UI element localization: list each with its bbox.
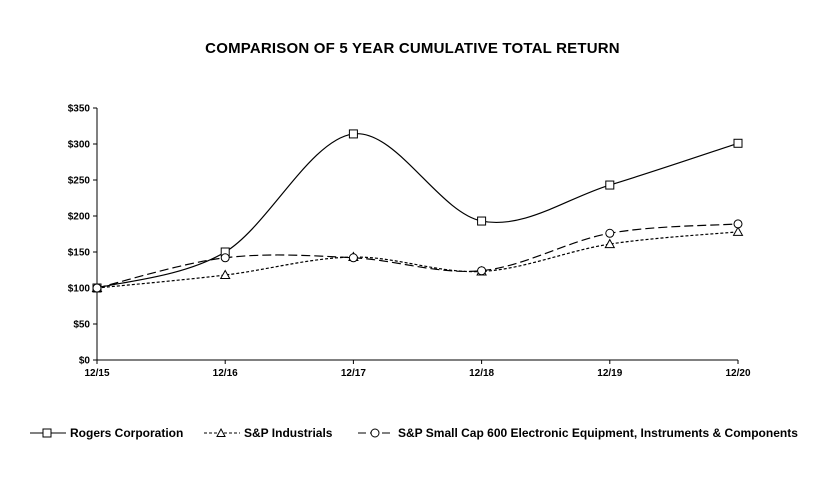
data-point-square	[477, 216, 487, 226]
series-line	[96, 231, 739, 289]
x-axis-ticks: 12/15 12/16 12/17 12/18 12/19 12/20	[84, 360, 751, 379]
legend-label-sp-industrials: S&P Industrials	[244, 426, 333, 440]
data-point-circle	[220, 253, 230, 263]
series-2	[91, 226, 744, 292]
data-point-square	[348, 129, 358, 139]
data-point-square	[733, 138, 743, 148]
data-point-triangle	[732, 226, 744, 236]
line-chart: $0 $50 $100 $150 $200 $250 $300 $350 12/15 12/16…	[68, 104, 751, 380]
series-layer	[91, 129, 744, 293]
series-3	[92, 219, 743, 293]
legend-item-rogers: Rogers Corporation	[30, 424, 183, 442]
data-point-circle	[92, 283, 102, 293]
legend-label-sp-smallcap: S&P Small Cap 600 Electronic Equipment, …	[398, 426, 798, 440]
series-line	[96, 223, 739, 289]
legend: Rogers Corporation S&P Industrials S&P S…	[30, 424, 820, 442]
y-tick-label: $100	[68, 284, 91, 295]
y-tick-label: $250	[68, 176, 91, 187]
y-tick-label: $350	[68, 104, 91, 115]
y-tick-label: $150	[68, 248, 91, 259]
y-tick-label: $50	[73, 320, 90, 331]
chart-title: COMPARISON OF 5 YEAR CUMULATIVE TOTAL RE…	[205, 40, 620, 57]
legend-item-sp-industrials: S&P Industrials	[204, 424, 332, 442]
legend-swatch-rogers	[30, 428, 66, 438]
x-tick-label: 12/20	[725, 368, 750, 379]
series-line	[96, 133, 739, 289]
data-point-square	[605, 180, 615, 190]
x-tick-label: 12/17	[341, 368, 366, 379]
legend-swatch-sp-industrials	[204, 427, 240, 437]
data-point-circle	[348, 253, 358, 263]
x-tick-label: 12/16	[213, 368, 238, 379]
data-point-circle	[477, 266, 487, 276]
legend-swatch-sp-smallcap	[358, 428, 394, 438]
legend-label-rogers: Rogers Corporation	[70, 426, 184, 440]
y-axis-ticks: $0 $50 $100 $150 $200 $250 $300 $350	[68, 104, 97, 367]
data-point-circle	[605, 228, 615, 238]
legend-item-sp-smallcap: S&P Small Cap 600 Electronic Equipment, …	[358, 424, 798, 442]
y-tick-label: $300	[68, 140, 91, 151]
x-tick-label: 12/15	[84, 368, 109, 379]
data-point-triangle	[219, 269, 231, 280]
axes	[96, 108, 738, 361]
x-tick-label: 12/19	[597, 368, 622, 379]
y-tick-label: $0	[79, 356, 91, 367]
x-tick-label: 12/18	[469, 368, 494, 379]
series-1	[92, 129, 743, 293]
y-tick-label: $200	[68, 212, 91, 223]
data-point-circle	[733, 219, 743, 229]
data-point-triangle	[604, 238, 616, 249]
